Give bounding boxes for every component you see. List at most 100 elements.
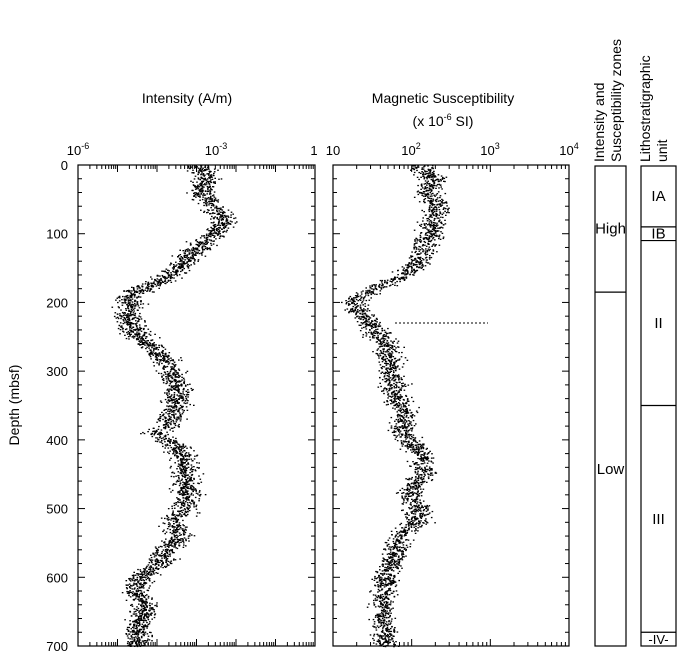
data-point: [208, 239, 211, 241]
data-point: [179, 510, 182, 512]
data-point: [221, 209, 224, 211]
data-point: [189, 480, 192, 482]
data-point: [148, 568, 150, 570]
data-point: [225, 231, 228, 233]
data-point: [184, 509, 187, 511]
data-point: [183, 530, 186, 532]
data-point: [178, 408, 181, 410]
data-point: [394, 644, 396, 646]
data-point: [153, 616, 156, 619]
data-point: [128, 332, 130, 334]
data-point: [173, 447, 175, 449]
data-point: [125, 337, 128, 340]
data-point: [184, 466, 186, 468]
data-point: [161, 376, 163, 378]
data-point: [188, 260, 190, 262]
data-point: [193, 489, 196, 491]
data-point: [379, 586, 382, 588]
data-point: [172, 532, 175, 534]
data-point: [197, 177, 200, 179]
data-point: [173, 264, 175, 266]
data-point: [428, 246, 431, 248]
data-point: [210, 234, 212, 236]
data-point: [132, 314, 135, 316]
data-point: [193, 260, 196, 262]
data-point: [430, 469, 432, 471]
data-point: [175, 447, 178, 449]
data-point: [353, 298, 355, 300]
data-point: [134, 594, 136, 596]
data-point: [134, 316, 137, 318]
data-point: [183, 387, 185, 390]
data-point: [373, 331, 375, 333]
data-point: [185, 372, 187, 374]
data-point: [175, 271, 178, 274]
data-point: [195, 505, 197, 508]
data-point: [168, 545, 170, 547]
data-point: [162, 366, 165, 369]
data-point: [168, 418, 171, 420]
data-point: [169, 528, 171, 531]
data-point: [201, 241, 203, 243]
data-point: [166, 552, 169, 555]
data-point: [220, 178, 223, 180]
data-point: [184, 402, 187, 405]
data-point: [164, 352, 167, 355]
data-point: [144, 606, 146, 608]
data-point: [126, 592, 129, 594]
data-point: [421, 264, 424, 266]
data-point: [375, 596, 378, 598]
data-point: [223, 211, 225, 213]
intensity-title: Intensity (A/m): [142, 90, 232, 106]
data-point: [409, 543, 412, 545]
data-point: [168, 437, 170, 440]
data-point: [177, 492, 179, 494]
data-point: [153, 347, 155, 349]
data-point: [129, 335, 131, 337]
data-point: [441, 204, 444, 206]
data-point: [157, 428, 160, 430]
data-point: [186, 467, 188, 469]
data-point: [144, 640, 146, 642]
data-point: [141, 577, 144, 579]
data-point: [162, 276, 164, 278]
data-point: [144, 625, 147, 627]
data-point: [181, 459, 183, 461]
data-point: [216, 208, 218, 210]
data-point: [402, 273, 405, 275]
data-point: [173, 426, 176, 429]
data-point: [376, 338, 379, 340]
data-point: [168, 541, 171, 544]
data-point: [412, 400, 415, 403]
data-point: [410, 263, 412, 265]
data-point: [396, 548, 398, 550]
data-point: [190, 257, 193, 259]
data-point: [175, 519, 177, 521]
data-point: [182, 266, 184, 268]
data-point: [150, 614, 153, 616]
data-point: [384, 281, 386, 283]
data-point: [155, 563, 158, 565]
data-point: [161, 554, 163, 557]
data-point: [145, 599, 148, 601]
data-point: [156, 283, 159, 285]
data-point: [212, 212, 214, 214]
data-point: [420, 512, 423, 515]
data-point: [126, 322, 129, 324]
data-point: [216, 216, 218, 219]
data-point: [150, 358, 152, 360]
data-point: [176, 538, 179, 541]
data-point: [142, 599, 144, 601]
data-point: [167, 447, 170, 449]
data-point: [386, 545, 389, 547]
data-point: [182, 443, 185, 445]
data-point: [154, 560, 157, 563]
data-point: [442, 216, 444, 219]
data-point: [128, 323, 131, 326]
data-point: [191, 485, 194, 487]
data-point: [181, 511, 184, 514]
data-point: [171, 427, 174, 429]
data-point: [424, 244, 426, 246]
data-point: [181, 373, 183, 376]
data-point: [178, 449, 181, 451]
